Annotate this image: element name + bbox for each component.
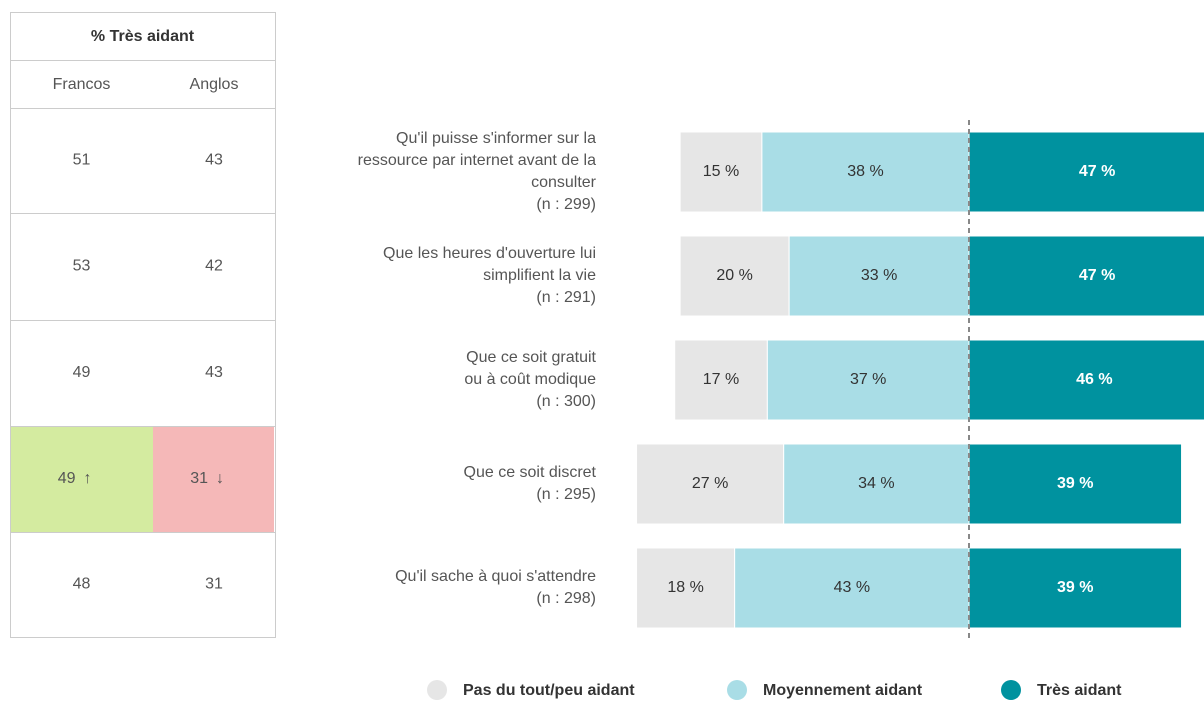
bar-segment [968,131,1204,213]
cell-value: 49 [58,470,76,487]
value-label: 33 % [861,267,897,284]
category-label: Qu'il sache à quoi s'attendre [395,568,596,585]
cell-value: 31 [190,470,208,487]
cell-value: 48 [73,576,91,593]
table-title: % Très aidant [91,28,195,45]
category-label: (n : 298) [536,590,596,607]
category-label: Que ce soit discret [464,464,597,481]
bar-segment [788,235,970,317]
bar-segment [968,339,1204,421]
highlight-cell [153,427,274,532]
table-frame [10,12,276,638]
column-header: Francos [53,76,111,93]
cell-value: 49 [73,364,91,381]
category-label: Qu'il puisse s'informer sur la [396,130,596,147]
value-label: 47 % [1079,267,1115,284]
highlight-cell [11,427,153,532]
category-label: simplifient la vie [483,267,596,284]
cell-value: 53 [73,258,91,275]
bar-segment [968,547,1183,629]
legend-swatch [1001,680,1021,700]
category-label: ressource par internet avant de la [358,152,596,169]
bar-segment [783,443,970,525]
category-label: (n : 291) [536,289,596,306]
value-label: 18 % [667,579,703,596]
column-header: Anglos [190,76,239,93]
value-label: 37 % [850,371,886,388]
value-label: 34 % [858,475,894,492]
value-label: 38 % [847,163,883,180]
value-label: 15 % [703,163,739,180]
legend-label: Pas du tout/peu aidant [463,682,635,699]
category-label: Que ce soit gratuit [466,349,596,366]
bar-segment [679,131,763,213]
category-label: (n : 299) [536,196,596,213]
legend-swatch [727,680,747,700]
value-label: 46 % [1076,371,1112,388]
bar-segment [636,443,785,525]
bar-segment [679,235,790,317]
legend-label: Très aidant [1037,682,1122,699]
cell-value: 42 [205,258,223,275]
bar-segment [734,547,970,629]
legend-swatch [427,680,447,700]
legend-label: Moyennement aidant [763,682,923,699]
bar-segment [636,547,736,629]
category-label: (n : 295) [536,486,596,503]
bar-segment [766,339,970,421]
cell-arrow: ↑ [84,470,92,487]
value-label: 27 % [692,475,728,492]
value-label: 39 % [1057,579,1093,596]
value-label: 17 % [703,371,739,388]
value-label: 47 % [1079,163,1115,180]
cell-arrow: ↓ [216,470,224,487]
category-label: consulter [531,174,597,191]
category-label: ou à coût modique [464,371,596,388]
cell-value: 31 [205,576,223,593]
category-label: (n : 300) [536,393,596,410]
bar-segment [674,339,768,421]
bar-segment [968,443,1183,525]
value-label: 43 % [834,579,870,596]
category-label: Que les heures d'ouverture lui [383,245,596,262]
value-label: 39 % [1057,475,1093,492]
cell-value: 43 [205,364,223,381]
cell-value: 43 [205,152,223,169]
value-label: 20 % [716,267,752,284]
cell-value: 51 [73,152,91,169]
